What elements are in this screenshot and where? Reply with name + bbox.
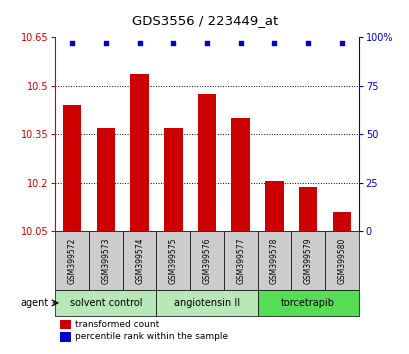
FancyBboxPatch shape (257, 231, 291, 290)
FancyBboxPatch shape (122, 231, 156, 290)
Text: GSM399579: GSM399579 (303, 237, 312, 284)
Point (69, 40, 75, 46)
Bar (197, 94, 216, 231)
Text: GSM399574: GSM399574 (135, 237, 144, 284)
FancyBboxPatch shape (156, 290, 257, 316)
FancyBboxPatch shape (291, 231, 324, 290)
FancyBboxPatch shape (156, 231, 190, 290)
Point (304, 40, 311, 46)
Bar (63, 105, 81, 231)
Text: transformed count: transformed count (75, 320, 159, 329)
Text: GSM399576: GSM399576 (202, 237, 211, 284)
Text: angiotensin II: angiotensin II (173, 298, 240, 308)
Text: solvent control: solvent control (70, 298, 142, 308)
Text: GSM399577: GSM399577 (236, 237, 245, 284)
Text: GSM399573: GSM399573 (101, 237, 110, 284)
Text: agent: agent (20, 298, 49, 308)
Point (102, 40, 109, 46)
Bar (332, 212, 350, 231)
Bar (60, 332, 70, 342)
Bar (60, 320, 70, 329)
Text: GSM399580: GSM399580 (337, 237, 346, 284)
Text: torcetrapib: torcetrapib (281, 298, 335, 308)
Bar (164, 127, 182, 231)
Point (136, 40, 143, 46)
FancyBboxPatch shape (89, 231, 122, 290)
FancyBboxPatch shape (55, 231, 89, 290)
Bar (231, 118, 249, 231)
Text: GSM399578: GSM399578 (269, 237, 278, 284)
Bar (130, 74, 148, 231)
Point (338, 40, 344, 46)
FancyBboxPatch shape (324, 231, 358, 290)
Bar (97, 127, 115, 231)
Point (203, 40, 210, 46)
Point (270, 40, 277, 46)
FancyBboxPatch shape (55, 290, 156, 316)
FancyBboxPatch shape (223, 231, 257, 290)
FancyBboxPatch shape (257, 290, 358, 316)
Bar (298, 187, 317, 231)
FancyBboxPatch shape (190, 231, 223, 290)
Point (170, 40, 176, 46)
Text: percentile rank within the sample: percentile rank within the sample (75, 332, 228, 341)
Text: GDS3556 / 223449_at: GDS3556 / 223449_at (132, 13, 277, 27)
Bar (265, 181, 283, 231)
Text: GSM399575: GSM399575 (169, 237, 178, 284)
Text: GSM399572: GSM399572 (67, 237, 76, 284)
Point (237, 40, 243, 46)
